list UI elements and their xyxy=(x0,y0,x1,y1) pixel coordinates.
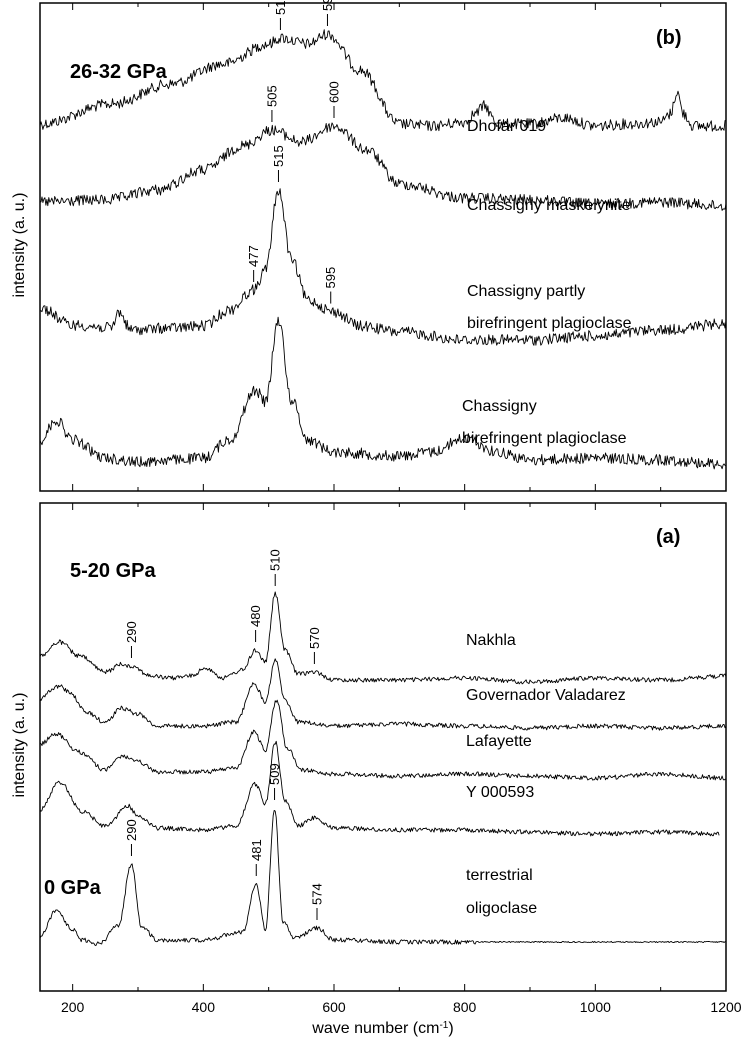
spectrum-b-3 xyxy=(39,316,727,470)
series-names: Dhofar 019 Chassigny maskelynite Chassigny… xyxy=(462,118,632,917)
series-name-b-2: birefringent plagioclase xyxy=(467,315,632,332)
spectrum-a-2 xyxy=(39,699,727,781)
series-name-b-0: Dhofar 019 xyxy=(467,118,546,135)
peak-label-290: 290 xyxy=(124,819,139,841)
x-axis-label: wave number (cm-1) xyxy=(311,1020,453,1038)
panel-a-pressure-label-2: 0 GPa xyxy=(44,877,102,899)
series-name-a-4: oligoclase xyxy=(466,900,537,917)
peak-label-570: 570 xyxy=(307,627,322,649)
series-name-a-1: Governador Valadarez xyxy=(466,687,626,704)
peak-label-595: 595 xyxy=(323,267,338,289)
spectrum-a-4 xyxy=(39,809,727,947)
panel-b-pressure-label: 26-32 GPa xyxy=(70,61,168,83)
peak-label-290: 290 xyxy=(124,621,139,643)
spectrum-b-0 xyxy=(39,29,727,132)
peak-label-477: 477 xyxy=(246,245,261,267)
series-name-a-4: terrestrial xyxy=(466,867,533,884)
series-name-b-3: birefringent plagioclase xyxy=(462,430,627,447)
peak-label-574: 574 xyxy=(310,883,325,905)
x-tick-label: 1200 xyxy=(710,999,741,1015)
panel-a-frame xyxy=(39,502,727,992)
panel-b-label: (b) xyxy=(656,27,682,49)
panel-b-frame xyxy=(39,2,727,492)
spectrum-a-0 xyxy=(39,591,727,685)
panel-a-pressure-label: 5-20 GPa xyxy=(70,560,156,582)
x-tick-label: 600 xyxy=(322,999,346,1015)
spectrum-b-2 xyxy=(39,188,727,346)
series-name-b-3: Chassigny xyxy=(462,398,537,415)
x-tick-label: 1000 xyxy=(580,999,611,1015)
series-name-b-1: Chassigny maskelynite xyxy=(467,197,631,214)
peak-label-480: 480 xyxy=(248,605,263,627)
series-name-a-2: Lafayette xyxy=(466,733,532,750)
axis-ticks: 200 400 600 800 1000 1200 xyxy=(61,3,742,1015)
peak-label-518: 518 xyxy=(273,0,288,15)
x-tick-label: 400 xyxy=(192,999,216,1015)
spectrum-a-3 xyxy=(39,740,720,837)
x-axis-label-sup: -1 xyxy=(439,1020,448,1031)
peak-label-510: 510 xyxy=(268,549,283,571)
x-axis-label-end: ) xyxy=(448,1020,453,1037)
panel-a-ylabel: intensity (a. u.) xyxy=(11,693,28,798)
spectrum-a-1 xyxy=(39,658,727,731)
peak-label-481: 481 xyxy=(249,839,264,861)
series-name-b-2: Chassigny partly xyxy=(467,283,585,300)
panel-a-label: (a) xyxy=(656,526,680,548)
x-axis-label-main: wave number (cm xyxy=(311,1020,439,1037)
series-name-a-3: Y 000593 xyxy=(466,784,534,801)
peak-label-590: 590 xyxy=(320,0,335,11)
series-name-a-0: Nakhla xyxy=(466,632,516,649)
spectrum-b-1 xyxy=(39,122,727,211)
peak-label-505: 505 xyxy=(264,85,279,107)
peak-label-600: 600 xyxy=(327,81,342,103)
peak-label-515: 515 xyxy=(271,145,286,167)
peak-markers: 518 590 505 600 477 515 595 290 480 510 570 290 481 5… xyxy=(124,0,342,920)
x-tick-label: 200 xyxy=(61,999,85,1015)
spectra xyxy=(39,29,727,947)
panel-b-ylabel: intensity (a. u.) xyxy=(11,193,28,298)
peak-label-509: 509 xyxy=(267,763,282,785)
x-tick-label: 800 xyxy=(453,999,477,1015)
